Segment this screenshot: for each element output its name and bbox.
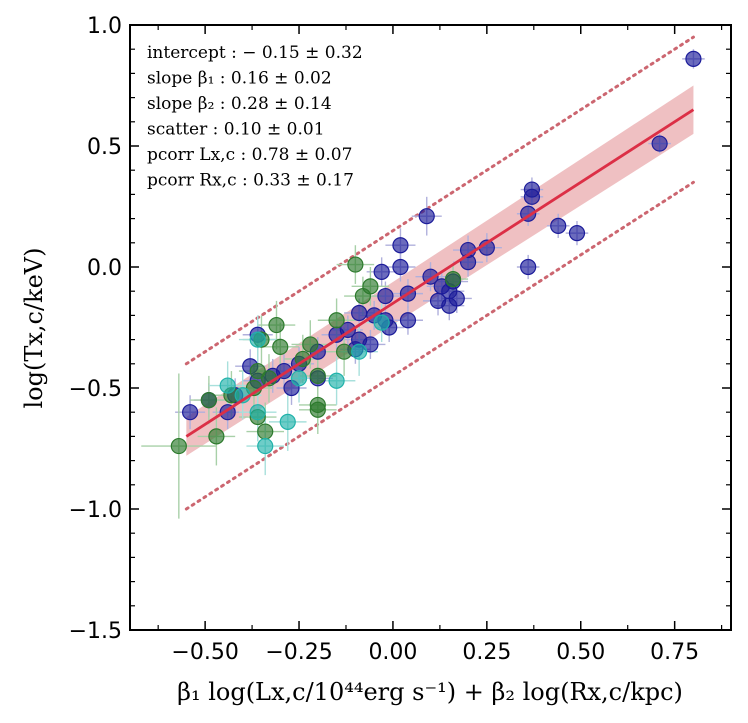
y-tick-label: 0.5 (87, 135, 122, 160)
data-point-green (328, 312, 345, 329)
data-point-green (272, 338, 289, 355)
fit-confidence-band (186, 85, 694, 456)
y-tick-label: −1.5 (69, 619, 122, 644)
stat-line: intercept : − 0.15 ± 0.32 (147, 43, 363, 63)
data-point-navy (373, 263, 390, 280)
data-point-navy (520, 258, 537, 276)
data-point-green (309, 401, 326, 418)
data-point-navy (392, 258, 409, 276)
data-point-teal (219, 377, 236, 394)
axis-ticks: −0.50 −0.25 0.00 0.25 0.50 0.75 −1.5 −1.0 −0.5 0.… (69, 14, 731, 665)
data-point-navy (399, 312, 417, 329)
x-tick-label: −0.50 (171, 640, 238, 665)
data-point-teal (257, 437, 274, 455)
data-point-green (249, 362, 266, 380)
data-point-teal (373, 314, 390, 331)
y-tick-label: −0.5 (69, 377, 122, 402)
data-point-navy (685, 50, 702, 67)
data-point-teal (328, 372, 345, 389)
stat-line: pcorr Lx,c : 0.78 ± 0.07 (147, 145, 352, 165)
data-point-green (354, 287, 371, 305)
lower-scatter-line (184, 180, 695, 511)
y-tick-label: 1.0 (87, 14, 122, 39)
data-point-green (200, 392, 217, 409)
data-point-teal (249, 404, 266, 421)
data-point-green (302, 336, 319, 353)
data-point-navy (651, 135, 668, 152)
y-axis-label: log(Tx,c/keV) (20, 248, 48, 409)
stat-line: slope β₁ : 0.16 ± 0.02 (147, 69, 332, 89)
data-points (170, 50, 702, 455)
fit-line (185, 108, 695, 438)
data-point-green (257, 423, 274, 440)
y-tick-label: −1.0 (69, 498, 122, 523)
data-point-green (336, 343, 353, 360)
data-point-teal (351, 343, 368, 360)
stat-line: pcorr Rx,c : 0.33 ± 0.17 (147, 171, 354, 191)
x-tick-label: −0.25 (265, 640, 332, 665)
fit-line-group (185, 108, 695, 438)
x-tick-label: 0.75 (650, 640, 699, 665)
confidence-band (186, 85, 694, 456)
data-point-navy (523, 188, 541, 205)
data-point-green (208, 428, 225, 445)
data-point-navy (377, 287, 394, 305)
upper-scatter-line (184, 35, 695, 366)
data-point-navy (418, 208, 435, 225)
data-point-green (309, 367, 326, 384)
data-point-navy (441, 297, 458, 314)
y-tick-label: 0.0 (87, 256, 122, 281)
data-point-green (444, 271, 462, 288)
data-point-navy (392, 237, 409, 254)
data-point-navy (568, 225, 586, 242)
x-axis-label: β₁ log(Lx,c/10⁴⁴erg s⁻¹) + β₂ log(Rx,c/k… (177, 678, 683, 706)
x-tick-label: 0.25 (462, 640, 511, 665)
data-point-navy (550, 217, 567, 234)
data-point-green (268, 316, 285, 334)
x-tick-label: 0.50 (556, 640, 605, 665)
data-point-teal (290, 370, 308, 387)
data-point-teal (249, 331, 266, 348)
stat-line: scatter : 0.10 ± 0.01 (147, 120, 325, 140)
stat-line: slope β₂ : 0.28 ± 0.14 (147, 94, 332, 114)
x-tick-label: 0.00 (368, 640, 417, 665)
data-point-navy (362, 336, 379, 353)
plot-frame (129, 24, 732, 631)
scatter-lines (184, 35, 695, 511)
stats-annotation: intercept : − 0.15 ± 0.32 slope β₁ : 0.16… (147, 43, 363, 191)
data-point-green (347, 256, 364, 273)
data-point-navy (351, 304, 368, 322)
data-point-green (170, 437, 187, 455)
data-point-navy (182, 404, 199, 421)
data-point-teal (279, 413, 296, 430)
